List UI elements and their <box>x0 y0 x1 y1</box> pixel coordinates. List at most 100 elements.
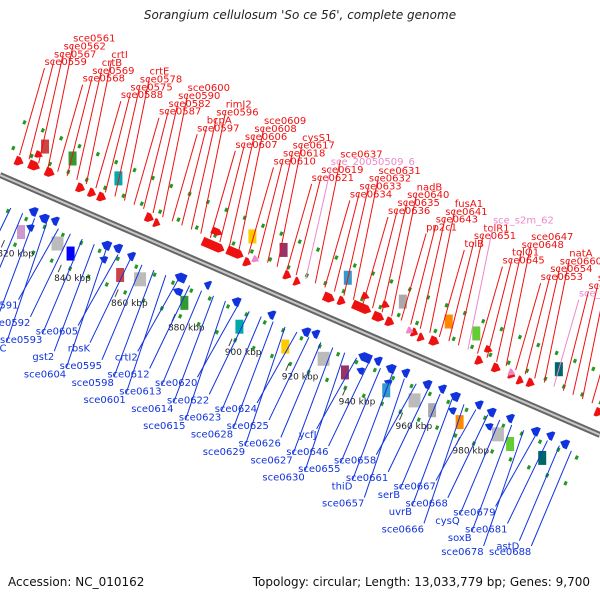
callout-line-t17 <box>181 126 208 226</box>
reverse-gene-16 <box>422 379 433 390</box>
forward-gene-15 <box>351 299 372 315</box>
callout-line-t12 <box>133 117 160 205</box>
callout-line-b32 <box>340 368 381 464</box>
reverse-gene-21 <box>505 413 516 424</box>
gene-label-sce0627: sce0627 <box>250 456 292 467</box>
gene-label-sce0562: sce0562 <box>64 41 106 52</box>
gene-label-sce0588: sce0588 <box>121 90 163 101</box>
gene-label-sce0609: sce0609 <box>264 116 306 127</box>
callout-line-t2 <box>38 52 65 164</box>
callout-line-b44 <box>483 430 525 547</box>
gene-label-sce_20050509_6: sce_20050509_6 <box>331 157 415 168</box>
callout-line-b25 <box>256 331 298 404</box>
callout-line-t27 <box>276 143 303 267</box>
reverse-gene-14 <box>385 364 397 375</box>
reverse-gene-1 <box>38 213 50 224</box>
callout-line-b9 <box>65 249 107 369</box>
gene-label-natA: natA <box>569 249 592 260</box>
callout-line-t6 <box>76 68 103 181</box>
gene-label-crtI2: crtI2 <box>115 352 138 363</box>
callout-line-b42 <box>459 419 501 516</box>
function-block-13 <box>180 295 189 310</box>
forward-gene-22 <box>490 362 501 373</box>
callout-line-t60 <box>591 373 600 404</box>
gene-label-gst2: gst2 <box>32 352 54 363</box>
callout-line-t50 <box>496 250 523 362</box>
map-title: Sorangium cellulosum 'So ce 56', complet… <box>143 8 457 22</box>
tick-label-8: 980 kbp <box>452 447 489 457</box>
gene-label-sce0688: sce0688 <box>489 547 531 558</box>
callout-line-b43 <box>471 424 513 533</box>
function-block-7 <box>444 314 453 329</box>
callout-line-t29 <box>295 175 322 276</box>
function-block-8 <box>472 326 481 341</box>
gene-label-bcpA: bcpA <box>207 115 232 126</box>
reverse-gene-0 <box>28 207 39 217</box>
reverse-gene-10 <box>301 327 312 338</box>
callout-line-b3 <box>0 218 36 313</box>
function-block-1 <box>68 151 77 166</box>
gene-label-sce0615: sce0615 <box>143 421 185 432</box>
reverse-gene-17 <box>437 384 448 394</box>
callout-line-t32 <box>324 200 351 288</box>
callout-line-t51 <box>505 242 532 367</box>
gene-label-cysS1: cysS1 <box>302 133 331 144</box>
callout-line-b11 <box>89 259 131 343</box>
rna-gene-1 <box>405 326 414 334</box>
gene-label-sce0567: sce0567 <box>54 49 96 60</box>
gene-label-sce0591: sce0591 <box>0 301 18 312</box>
reverse-gene-24 <box>560 439 571 450</box>
reverse-gene-4 <box>113 243 124 254</box>
gene-label-sce0623: sce0623 <box>179 413 221 424</box>
gene-label-cysQ: cysQ <box>435 516 460 527</box>
gene-label-sce0625: sce0625 <box>227 421 269 432</box>
function-block-11 <box>66 246 75 261</box>
callout-line-b45 <box>495 435 536 507</box>
function-block-6 <box>398 294 407 309</box>
gene-label-sce0622: sce0622 <box>167 395 209 406</box>
forward-gene-16 <box>371 310 385 322</box>
callout-line-b2 <box>0 212 24 269</box>
function-block-15 <box>281 339 290 354</box>
gene-label-astD: astD <box>496 542 519 553</box>
gene-label-sce0653: sce0653 <box>541 272 583 283</box>
callout-line-b26 <box>268 336 310 421</box>
forward-gene-25 <box>525 377 535 388</box>
gene-label-sce0631: sce0631 <box>378 166 420 177</box>
tick-label-2: 860 kbp <box>111 299 148 309</box>
reverse-gene-row2-1 <box>99 256 109 264</box>
backbone <box>0 174 600 436</box>
gene-label-sce0668: sce0668 <box>406 499 448 510</box>
callout-line-b46 <box>507 440 548 524</box>
function-block-12 <box>116 268 125 283</box>
forward-gene-20 <box>428 335 440 346</box>
gene-label-crtC: crtC <box>0 344 7 355</box>
callout-line-t56 <box>553 299 580 387</box>
callout-line-b7 <box>41 238 83 335</box>
callout-line-b31 <box>328 362 370 447</box>
callout-line-b13 <box>113 269 155 378</box>
reverse-gene-row2-5 <box>448 407 457 415</box>
forward-gene-9 <box>225 245 244 259</box>
callout-line-t4 <box>57 84 84 172</box>
callout-line-b27 <box>280 342 322 438</box>
gene-label-sce0629: sce0629 <box>203 447 245 458</box>
callout-line-b8 <box>53 244 95 352</box>
gene-label-sce0578: sce0578 <box>140 74 182 85</box>
callout-line-t53 <box>524 275 551 375</box>
callout-line-t39 <box>391 193 418 317</box>
callout-line-b30 <box>316 357 358 430</box>
callout-line-t13 <box>143 109 170 209</box>
callout-line-b41 <box>447 414 489 498</box>
tick-label-6: 940 kbp <box>339 397 376 407</box>
gene-label-tolR1: tolR1 <box>483 223 509 234</box>
reverse-gene-row2-6 <box>484 423 494 431</box>
callout-line-b38 <box>411 399 453 507</box>
gene-label-sce0646: sce0646 <box>286 447 328 458</box>
gene-label-sce0593: sce0593 <box>0 335 42 346</box>
gene-label-sce0561: sce0561 <box>73 34 115 45</box>
callout-line-b15 <box>137 280 179 352</box>
callout-line-t7 <box>85 60 112 185</box>
forward-gene-10 <box>242 256 252 267</box>
callout-line-t36 <box>362 216 389 305</box>
